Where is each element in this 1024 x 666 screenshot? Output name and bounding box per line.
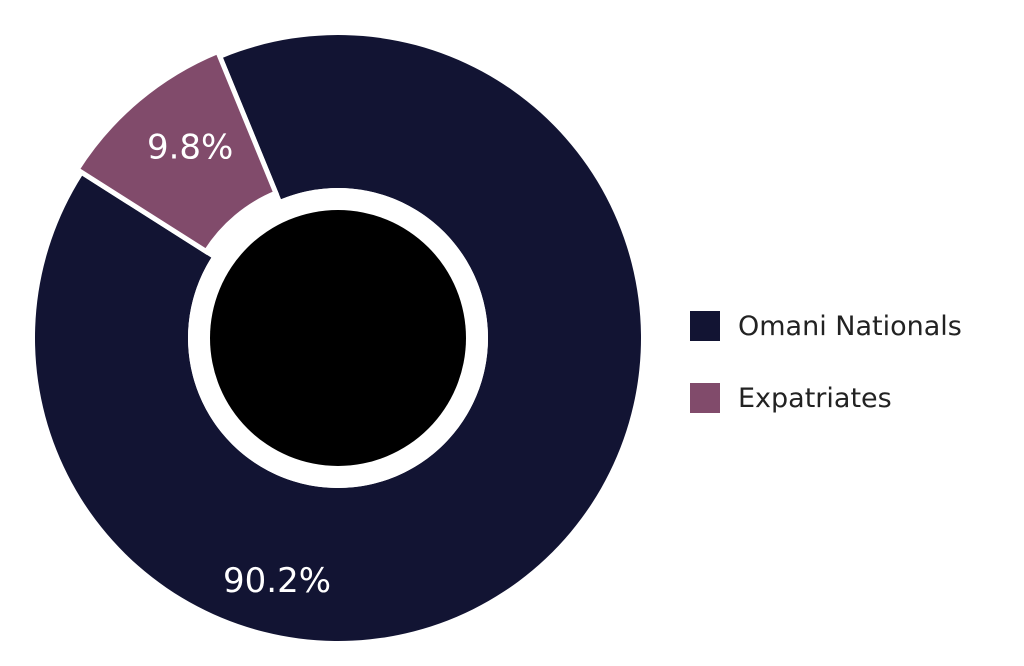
data-label-omani-nationals: 90.2% (223, 561, 331, 601)
legend-swatch-expatriates (690, 383, 720, 413)
legend-label-expatriates: Expatriates (738, 382, 892, 414)
legend-item-omani-nationals: Omani Nationals (690, 306, 962, 346)
donut-center-hole (210, 210, 466, 466)
legend-item-expatriates: Expatriates (690, 378, 962, 418)
legend-label-omani-nationals: Omani Nationals (738, 310, 962, 342)
legend-swatch-omani-nationals (690, 311, 720, 341)
data-label-expatriates: 9.8% (147, 127, 233, 167)
slice-labels: 90.2% 9.8% (147, 127, 331, 601)
slice-omani-nationals (34, 35, 642, 641)
slice-expatriates (73, 48, 280, 255)
donut-slices (34, 35, 642, 641)
chart-legend: Omani Nationals Expatriates (690, 306, 962, 450)
